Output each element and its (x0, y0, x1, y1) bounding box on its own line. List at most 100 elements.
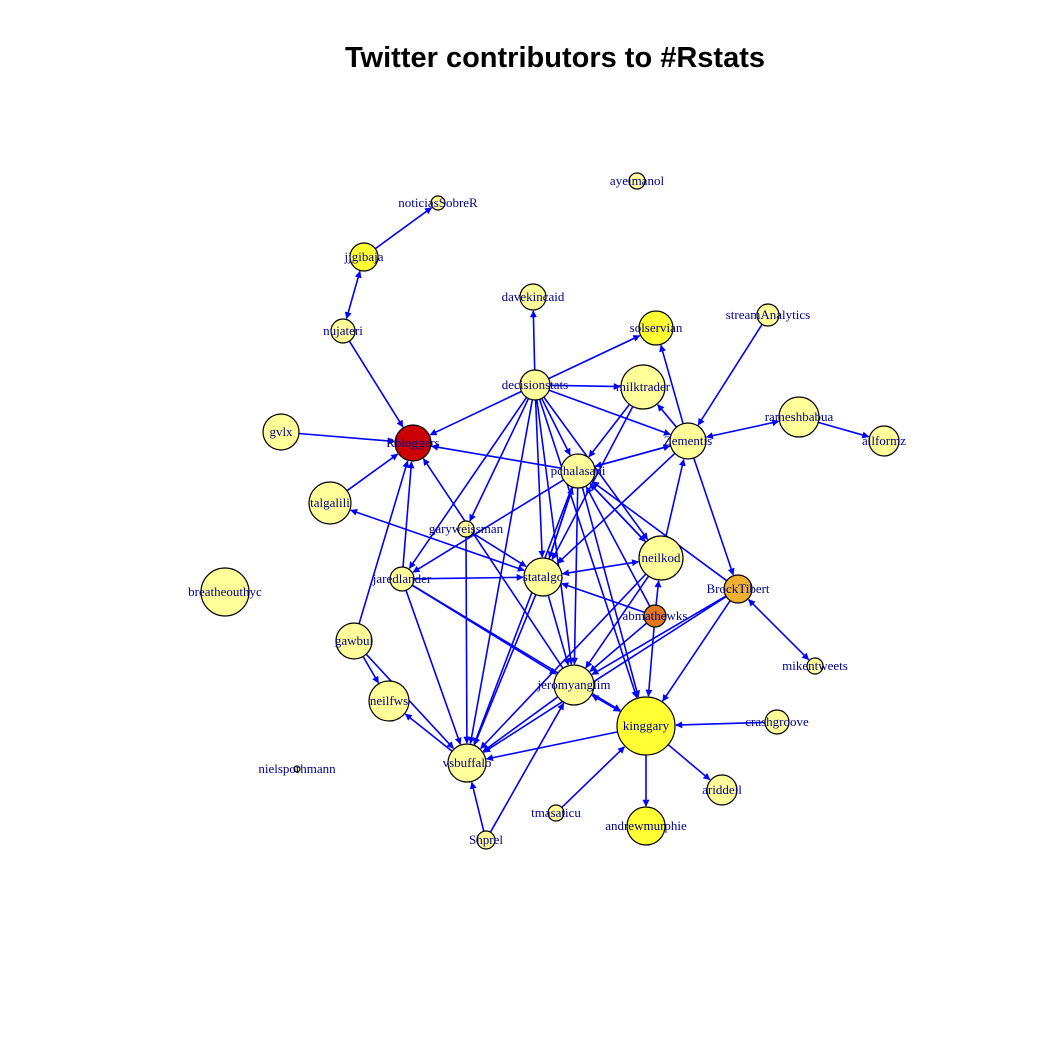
node-circle (389, 566, 415, 592)
nodes-layer: ayeimanol noticiasSobreR jjgibaja davekinca… (188, 172, 906, 850)
edge-kinggary-to-vsbuffalo (485, 731, 618, 762)
node-label: jaredlander (372, 571, 432, 586)
edge-neilkod-to-jeromyanglim (585, 575, 650, 669)
node-decisionstats: decisionstats (502, 369, 568, 401)
edge-jaredlander-to-vsbuffalo (405, 590, 462, 745)
node-neilfws: neilfws (368, 680, 410, 722)
edge-gawbul-to-vsbuffalo (365, 653, 454, 749)
node-label: gvlx (269, 424, 293, 439)
node-circle (447, 743, 487, 783)
node-circle (523, 557, 563, 597)
node-circle (200, 567, 250, 617)
edge-pchalasani-to-Rbloggers (431, 443, 562, 469)
node-label: breatheouthyc (188, 584, 262, 599)
node-BrockTibert: BrockTibert (706, 574, 770, 604)
node-milktrader: milktrader (616, 364, 671, 410)
node-circle (756, 303, 780, 327)
node-label: tmasaticu (531, 805, 581, 820)
edge-abmathewks-to-pchalasani (585, 486, 651, 607)
edge-abmathewks-to-jeromyanglim (589, 622, 648, 673)
edge-garyweissman-to-statalgo (472, 532, 527, 568)
node-circle (723, 574, 753, 604)
edge-tmasaticu-to-kinggary (561, 746, 625, 808)
node-circle (293, 765, 301, 773)
edge-neilkod-to-pchalasani (589, 483, 647, 543)
node-circle (457, 520, 475, 538)
node-circle (628, 172, 646, 190)
edge-Zementis-to-rameshbabua (705, 419, 780, 440)
node-label: ariddell (702, 782, 742, 797)
node-Zementis: Zementis (664, 422, 712, 460)
node-label: streamAnalytics (726, 307, 810, 322)
edge-statalgo-to-vsbuffalo (473, 594, 537, 746)
node-label: solservian (630, 320, 683, 335)
edge-decisionstats-to-Rbloggers (429, 390, 522, 436)
node-circle (764, 709, 790, 735)
node-circle (868, 425, 900, 457)
edge-statalgo-to-neilkod (562, 559, 639, 577)
node-label: nielsporhmann (258, 761, 336, 776)
node-circle (669, 422, 707, 460)
edge-pchalasani-to-Zementis (594, 444, 671, 468)
edge-BrockTibert-to-kinggary (662, 600, 731, 702)
node-circle (616, 696, 676, 756)
node-circle (638, 535, 684, 581)
edge-crashgroove-to-kinggary (675, 721, 766, 729)
node-label: talgalili (310, 495, 350, 510)
node-ayeimanol: ayeimanol (610, 172, 664, 190)
edge-jeromyanglim-to-kinggary (591, 694, 621, 712)
edge-decisionstats-to-Zementis (548, 389, 671, 436)
node-label: statalgo (523, 569, 563, 584)
node-label: andrewmurphie (605, 818, 687, 833)
node-label: milktrader (616, 379, 671, 394)
node-circle (620, 364, 666, 410)
node-label: crashgroove (745, 714, 809, 729)
node-circle (778, 396, 820, 438)
node-jaredlander: jaredlander (372, 566, 432, 592)
edge-decisionstats-to-jaredlander (408, 396, 528, 569)
node-nujateri: nujateri (323, 318, 363, 344)
node-allformz: allformz (862, 425, 906, 457)
node-jjgibaja: jjgibaja (344, 242, 384, 272)
node-label: decisionstats (502, 377, 568, 392)
node-label: jjgibaja (344, 249, 384, 264)
edge-talgalili-to-Rbloggers (346, 453, 399, 492)
edge-decisionstats-to-statalgo (534, 399, 546, 558)
edge-BrockTibert-to-vsbuffalo (483, 595, 727, 753)
node-label: jeromyanglim (537, 677, 611, 692)
edge-jeromyanglim-to-vsbuffalo (482, 696, 559, 752)
node-gawbul: gawbul (335, 622, 374, 660)
edge-jjgibaja-to-noticiasSobreR (374, 207, 433, 250)
edge-gvlx-to-Rbloggers (298, 432, 395, 445)
edge-Zementis-to-BrockTibert (693, 457, 735, 576)
edge-decisionstats-to-garyweissman (469, 398, 530, 522)
node-vsbuffalo: vsbuffalo (443, 743, 492, 783)
node-circle (806, 657, 824, 675)
node-circle (626, 806, 666, 846)
edge-kinggary-to-ariddell (667, 744, 711, 781)
node-crashgroove: crashgroove (745, 709, 809, 735)
node-circle (330, 318, 356, 344)
edge-talgalili-to-statalgo (350, 508, 525, 572)
node-label: Shprel (469, 832, 503, 847)
node-circle (519, 283, 547, 311)
edge-abmathewks-to-kinggary (645, 626, 655, 697)
node-talgalili: talgalili (308, 481, 352, 525)
edge-gawbul-to-neilfws (362, 656, 380, 684)
edge-nujateri-to-Rbloggers (348, 340, 404, 428)
edge-neilkod-to-Zementis (665, 458, 686, 537)
edge-jaredlander-to-Rbloggers (402, 461, 415, 568)
node-label: vsbuffalo (443, 755, 492, 770)
node-label: mikentweets (782, 658, 848, 673)
edge-jaredlander-to-statalgo (413, 573, 524, 581)
node-label: gawbul (335, 633, 374, 648)
edge-Shprel-to-jeromyanglim (489, 702, 565, 833)
node-garyweissman: garyweissman (429, 520, 504, 538)
node-circle (262, 413, 300, 451)
node-circle (547, 804, 565, 822)
node-ariddell: ariddell (702, 774, 742, 806)
edge-vsbuffalo-to-neilfws (404, 713, 453, 752)
edge-garyweissman-to-vsbuffalo (463, 536, 471, 744)
node-label: nujateri (323, 323, 363, 338)
node-rameshbabua: rameshbabua (765, 396, 834, 438)
